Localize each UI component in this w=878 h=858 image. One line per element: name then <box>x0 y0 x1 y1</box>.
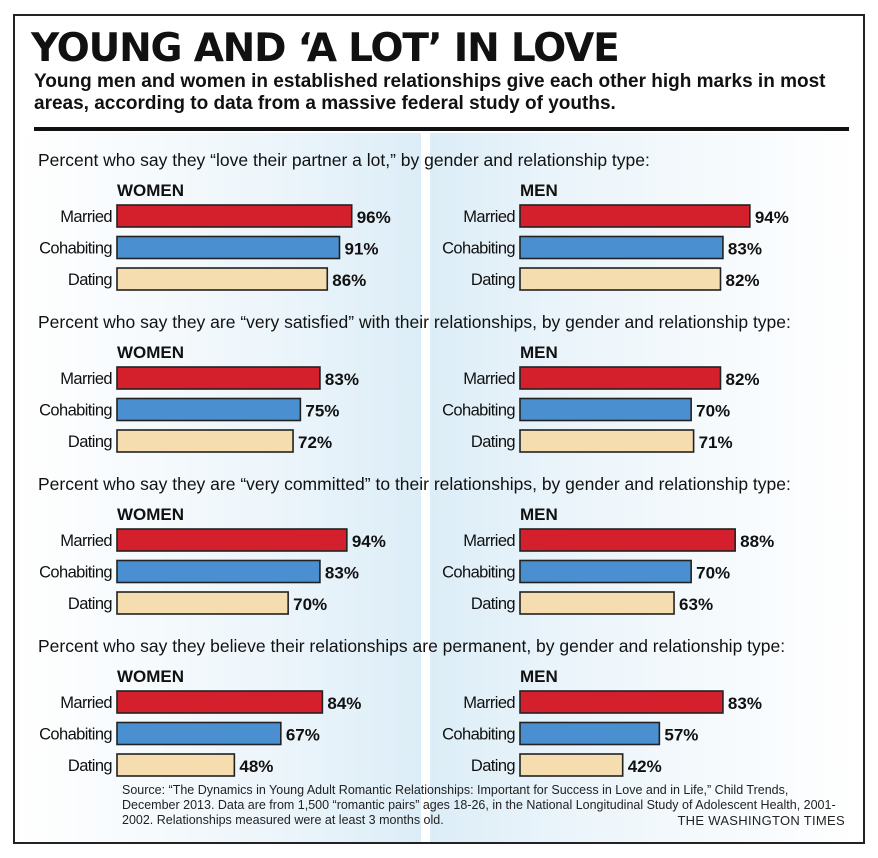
data-label: 67% <box>286 726 320 745</box>
bar-dating <box>116 753 236 777</box>
chart-2-group-men: MEN <box>520 343 558 362</box>
chart-2-title: Percent who say they are “very satisfied… <box>38 312 791 332</box>
bar-married <box>116 528 348 552</box>
data-label: 75% <box>305 402 339 421</box>
category-label: Married <box>60 370 112 388</box>
data-label: 84% <box>327 694 361 713</box>
chart-2-group-women: WOMEN <box>117 343 184 362</box>
bar-married <box>116 690 324 714</box>
category-label: Cohabiting <box>39 402 112 420</box>
category-label: Married <box>463 694 515 712</box>
data-label: 57% <box>664 726 698 745</box>
bar-dating <box>519 429 695 453</box>
publisher-credit: THE WASHINGTON TIMES <box>677 813 845 828</box>
data-label: 70% <box>696 564 730 583</box>
page-title: YOUNG AND ‘A LOT’ IN LOVE <box>31 26 620 71</box>
page-subtitle: Young men and women in established relat… <box>34 71 826 114</box>
data-label: 83% <box>325 564 359 583</box>
category-label: Dating <box>68 595 113 613</box>
category-label: Dating <box>471 433 516 451</box>
data-label: 63% <box>679 595 713 614</box>
data-label: 82% <box>725 370 759 389</box>
bar-married <box>519 204 751 228</box>
bar-cohabiting <box>116 397 302 422</box>
bar-cohabiting <box>519 397 692 422</box>
data-label: 86% <box>332 271 366 290</box>
data-label: 70% <box>293 595 327 614</box>
data-label: 91% <box>344 240 378 259</box>
chart-4-title: Percent who say they believe their relat… <box>38 636 785 656</box>
chart-1-group-women: WOMEN <box>117 181 184 200</box>
data-label: 88% <box>740 532 774 551</box>
data-label: 48% <box>239 757 273 776</box>
bar-married <box>116 366 321 390</box>
bar-dating <box>116 267 329 291</box>
title-rule <box>34 127 849 131</box>
category-label: Cohabiting <box>442 240 515 258</box>
bar-cohabiting <box>116 235 341 260</box>
category-label: Dating <box>68 271 113 289</box>
bar-cohabiting <box>116 559 321 584</box>
source-note: Source: “The Dynamics in Young Adult Rom… <box>122 783 836 827</box>
chart-3-group-men: MEN <box>520 505 558 524</box>
chart-4-group-women: WOMEN <box>117 667 184 686</box>
category-label: Cohabiting <box>39 726 112 744</box>
bar-married <box>519 528 736 552</box>
data-label: 71% <box>699 433 733 452</box>
category-label: Married <box>60 532 112 550</box>
chart-3-title: Percent who say they are “very committed… <box>38 474 791 494</box>
category-label: Married <box>463 532 515 550</box>
category-label: Dating <box>68 757 113 775</box>
bar-cohabiting <box>116 721 282 746</box>
category-label: Married <box>60 694 112 712</box>
category-label: Married <box>60 208 112 226</box>
category-label: Married <box>463 208 515 226</box>
data-label: 94% <box>755 208 789 227</box>
category-label: Dating <box>471 271 516 289</box>
bar-charts: Percent who say they “love their partner… <box>38 150 791 777</box>
category-label: Married <box>463 370 515 388</box>
bar-dating <box>519 591 675 615</box>
data-label: 83% <box>728 240 762 259</box>
bar-dating <box>116 429 294 453</box>
category-label: Cohabiting <box>442 402 515 420</box>
category-label: Dating <box>471 595 516 613</box>
data-label: 94% <box>352 532 386 551</box>
bar-cohabiting <box>519 559 692 584</box>
bar-cohabiting <box>519 235 724 260</box>
bar-dating <box>519 267 722 291</box>
category-label: Cohabiting <box>39 564 112 582</box>
category-label: Dating <box>471 757 516 775</box>
chart-1-group-men: MEN <box>520 181 558 200</box>
data-label: 82% <box>725 271 759 290</box>
chart-4-group-men: MEN <box>520 667 558 686</box>
bar-married <box>519 690 724 714</box>
data-label: 42% <box>628 757 662 776</box>
category-label: Dating <box>68 433 113 451</box>
category-label: Cohabiting <box>442 726 515 744</box>
infographic-frame: YOUNG AND ‘A LOT’ IN LOVE Young men and … <box>13 14 865 844</box>
data-label: 83% <box>728 694 762 713</box>
chart-3-group-women: WOMEN <box>117 505 184 524</box>
bar-cohabiting <box>519 721 661 746</box>
data-label: 83% <box>325 370 359 389</box>
bar-dating <box>116 591 289 615</box>
bar-married <box>116 204 353 228</box>
category-label: Cohabiting <box>442 564 515 582</box>
chart-1-title: Percent who say they “love their partner… <box>38 150 650 170</box>
data-label: 72% <box>298 433 332 452</box>
category-label: Cohabiting <box>39 240 112 258</box>
chart-panels: Percent who say they “love their partner… <box>15 133 863 842</box>
bar-married <box>519 366 722 390</box>
data-label: 70% <box>696 402 730 421</box>
data-label: 96% <box>357 208 391 227</box>
bar-dating <box>519 753 624 777</box>
